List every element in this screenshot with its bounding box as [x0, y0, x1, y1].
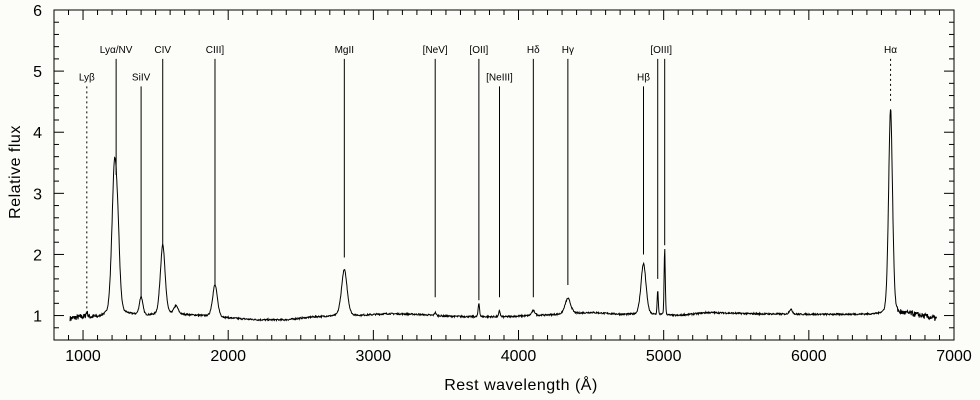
y-tick-label: 3: [33, 186, 42, 203]
x-tick-label: 6000: [791, 348, 827, 365]
y-tick-label: 5: [33, 64, 42, 81]
plot-frame: [53, 9, 955, 341]
y-tick-label: 4: [33, 125, 42, 142]
line-marker-label: [NeIII]: [486, 72, 513, 83]
line-marker-label: Lyα/NV: [100, 45, 133, 56]
line-marker-label: Lyβ: [79, 72, 95, 83]
line-marker-label: Hβ: [637, 72, 650, 83]
line-marker-label: Hγ: [562, 45, 574, 56]
x-tick-label: 7000: [936, 348, 972, 365]
x-tick-label: 3000: [356, 348, 392, 365]
x-axis-ticks: 1000 2000 3000 4000 5000 6000 7000: [65, 10, 972, 365]
x-tick-label: 4000: [501, 348, 537, 365]
line-marker-label: CIII]: [206, 45, 225, 56]
x-tick-label: 2000: [210, 348, 246, 365]
line-markers: [86, 58, 892, 314]
x-tick-label: 1000: [65, 348, 101, 365]
line-marker-label: Hδ: [527, 45, 540, 56]
line-marker-label: SiIV: [132, 72, 151, 83]
line-marker-label: CIV: [154, 45, 171, 56]
x-axis-label: Rest wavelength (Å): [444, 375, 598, 394]
line-marker-label: MgII: [335, 45, 354, 56]
y-axis-label: Relative flux: [7, 125, 24, 219]
x-tick-label: 5000: [646, 348, 682, 365]
spectrum-line: [69, 109, 938, 323]
line-marker-label: Hα: [884, 45, 897, 56]
line-marker-labels: Lyβ Lyα/NV SiIV CIV CIII] MgII [NeV] [OII] [NeII…: [79, 45, 897, 83]
line-marker-label: [OIII]: [650, 45, 672, 56]
y-axis-ticks: 1 2 3 4 5 6: [33, 3, 954, 329]
line-marker-label: [OII]: [469, 45, 488, 56]
plot-border: [53, 9, 955, 341]
y-tick-label: 6: [33, 3, 42, 20]
y-tick-label: 1: [33, 309, 42, 326]
line-marker-label: [NeV]: [423, 45, 448, 56]
y-tick-label: 2: [33, 247, 42, 264]
